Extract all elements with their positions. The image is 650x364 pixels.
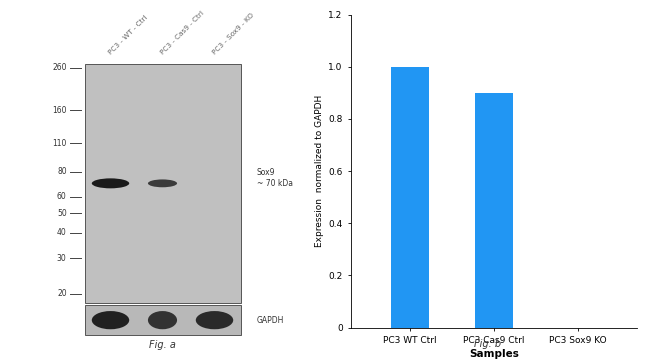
Ellipse shape: [148, 179, 177, 187]
Ellipse shape: [92, 311, 129, 329]
Text: PC3 - Cas9 - Ctrl: PC3 - Cas9 - Ctrl: [159, 9, 205, 55]
Text: PC3 - WT - Ctrl: PC3 - WT - Ctrl: [107, 14, 149, 55]
Text: Fig. b: Fig. b: [474, 340, 501, 349]
Text: 20: 20: [57, 289, 66, 298]
Bar: [475, 93, 513, 328]
Text: Sox9
~ 70 kDa: Sox9 ~ 70 kDa: [257, 168, 292, 188]
Text: GAPDH: GAPDH: [257, 316, 284, 325]
Ellipse shape: [92, 178, 129, 188]
Text: 160: 160: [52, 106, 66, 115]
Bar: [391, 67, 429, 328]
Text: PC3 - Sox9 - KO: PC3 - Sox9 - KO: [211, 12, 255, 55]
Ellipse shape: [148, 311, 177, 329]
Text: 60: 60: [57, 193, 66, 201]
Text: Fig. a: Fig. a: [149, 340, 176, 349]
Text: 40: 40: [57, 228, 66, 237]
Text: 30: 30: [57, 254, 66, 263]
Text: 260: 260: [52, 63, 66, 72]
Y-axis label: Expression  normalized to GAPDH: Expression normalized to GAPDH: [315, 95, 324, 247]
Text: 110: 110: [52, 139, 66, 148]
Ellipse shape: [196, 311, 233, 329]
X-axis label: Samples: Samples: [469, 349, 519, 359]
Text: 50: 50: [57, 209, 66, 218]
FancyBboxPatch shape: [84, 64, 240, 303]
Text: 80: 80: [57, 167, 66, 176]
FancyBboxPatch shape: [84, 305, 240, 335]
